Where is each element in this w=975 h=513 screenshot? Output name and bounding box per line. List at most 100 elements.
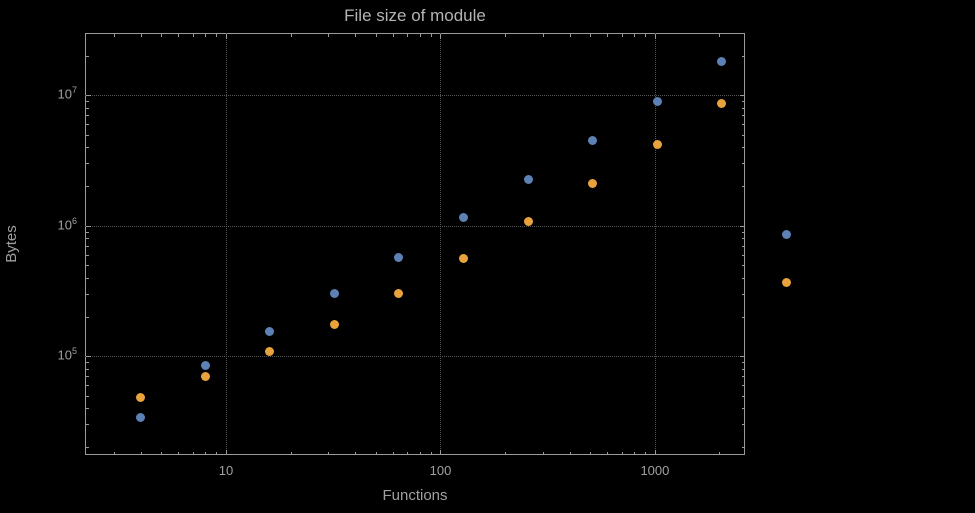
tick-mark xyxy=(440,34,442,39)
tick-mark xyxy=(375,34,377,37)
tick-mark xyxy=(140,34,142,37)
tick-mark xyxy=(742,124,745,126)
tick-mark xyxy=(86,225,91,227)
tick-mark xyxy=(742,231,745,233)
tick-mark xyxy=(226,34,228,39)
tick-mark xyxy=(742,368,745,370)
tick-mark xyxy=(742,107,745,109)
tick-mark xyxy=(590,452,592,455)
point-blue xyxy=(136,412,146,422)
gridline-horizontal xyxy=(85,356,745,358)
point-orange xyxy=(200,371,210,381)
plot-frame xyxy=(85,33,745,455)
tick-mark xyxy=(742,385,745,387)
tick-mark xyxy=(742,238,745,240)
tick-mark xyxy=(742,55,745,57)
tick-mark xyxy=(621,452,623,455)
x-tick-label: 100 xyxy=(429,463,452,478)
tick-mark xyxy=(86,115,89,117)
tick-mark xyxy=(430,34,432,37)
tick-mark xyxy=(86,408,89,410)
tick-mark xyxy=(328,452,330,455)
tick-mark xyxy=(742,293,745,295)
point-blue xyxy=(523,175,533,185)
y-tick-label: 106 xyxy=(57,215,77,233)
point-orange xyxy=(523,216,533,226)
tick-mark xyxy=(742,316,745,318)
tick-mark xyxy=(86,293,89,295)
tick-mark xyxy=(205,34,207,37)
tick-mark xyxy=(290,34,292,37)
y-tick-label: 107 xyxy=(57,85,77,102)
tick-mark xyxy=(86,316,89,318)
point-orange xyxy=(136,393,146,403)
point-blue xyxy=(781,230,791,240)
tick-mark xyxy=(407,34,409,37)
chart-title: File size of module xyxy=(344,6,486,25)
tick-mark xyxy=(607,34,609,37)
tick-mark xyxy=(86,101,89,103)
point-blue xyxy=(329,289,339,299)
tick-mark xyxy=(86,265,89,267)
tick-mark xyxy=(542,34,544,37)
tick-mark xyxy=(430,452,432,455)
tick-mark xyxy=(86,447,89,449)
point-orange xyxy=(394,289,404,299)
tick-mark xyxy=(742,395,745,397)
tick-mark xyxy=(86,238,89,240)
tick-mark xyxy=(355,452,357,455)
gridline-vertical xyxy=(654,33,656,455)
point-orange xyxy=(329,320,339,329)
tick-mark xyxy=(86,356,91,358)
tick-mark xyxy=(569,452,571,455)
tick-mark xyxy=(742,447,745,449)
x-tick-label: 1000 xyxy=(640,463,670,478)
tick-mark xyxy=(742,163,745,165)
tick-mark xyxy=(645,34,647,37)
tick-mark xyxy=(719,452,721,455)
tick-mark xyxy=(86,107,89,109)
tick-mark xyxy=(742,115,745,117)
tick-mark xyxy=(113,34,115,37)
point-blue xyxy=(265,326,275,336)
tick-mark xyxy=(634,34,636,37)
tick-mark xyxy=(742,408,745,410)
tick-mark xyxy=(113,452,115,455)
tick-mark xyxy=(505,34,507,37)
tick-mark xyxy=(419,452,421,455)
x-axis-label: Functions xyxy=(382,487,448,504)
tick-mark xyxy=(440,450,442,455)
tick-mark xyxy=(161,452,163,455)
tick-mark xyxy=(742,101,745,103)
tick-mark xyxy=(621,34,623,37)
point-orange xyxy=(265,347,275,357)
tick-mark xyxy=(742,186,745,188)
tick-mark xyxy=(740,356,745,358)
tick-mark xyxy=(607,452,609,455)
tick-mark xyxy=(226,450,228,455)
tick-mark xyxy=(654,34,656,39)
tick-mark xyxy=(328,34,330,37)
point-blue xyxy=(458,213,468,223)
tick-mark xyxy=(140,452,142,455)
tick-mark xyxy=(392,34,394,37)
tick-mark xyxy=(216,452,218,455)
tick-mark xyxy=(86,424,89,426)
tick-mark xyxy=(290,452,292,455)
tick-mark xyxy=(645,452,647,455)
tick-mark xyxy=(86,95,91,97)
tick-mark xyxy=(742,254,745,256)
point-orange xyxy=(458,254,468,264)
tick-mark xyxy=(742,245,745,247)
tick-mark xyxy=(740,95,745,97)
tick-mark xyxy=(86,163,89,165)
x-tick-label: 10 xyxy=(218,463,234,478)
tick-mark xyxy=(178,34,180,37)
tick-mark xyxy=(654,450,656,455)
point-blue xyxy=(200,360,210,370)
point-blue xyxy=(717,57,727,67)
tick-mark xyxy=(86,385,89,387)
tick-mark xyxy=(569,34,571,37)
y-tick-label: 105 xyxy=(57,346,77,363)
